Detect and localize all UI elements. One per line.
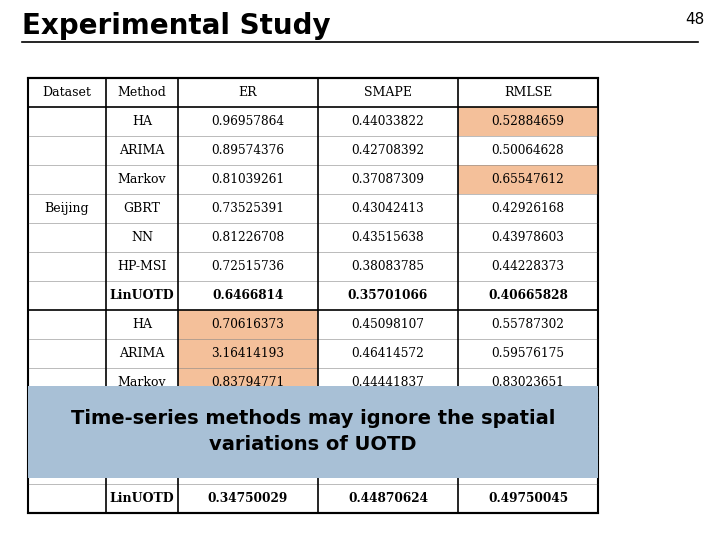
Text: ARIMA: ARIMA (120, 144, 165, 157)
Bar (458, 165, 598, 194)
Text: Dataset: Dataset (42, 86, 91, 99)
Text: 0.83023651: 0.83023651 (492, 376, 564, 389)
Text: 48: 48 (685, 12, 705, 27)
Text: 0.43978603: 0.43978603 (492, 231, 564, 244)
Text: GBRT: GBRT (124, 405, 161, 418)
Text: ER: ER (239, 86, 257, 99)
Text: NN: NN (131, 231, 153, 244)
Text: 0.96957864: 0.96957864 (212, 115, 284, 128)
Text: 0.55787302: 0.55787302 (492, 318, 564, 331)
Text: 0.54445512: 0.54445512 (351, 405, 424, 418)
Text: RMLSE: RMLSE (504, 86, 552, 99)
Text: 0.42926168: 0.42926168 (492, 202, 564, 215)
Bar (178, 310, 318, 339)
Text: LinUOTD: LinUOTD (109, 289, 174, 302)
Text: 0.73525391: 0.73525391 (212, 202, 284, 215)
Bar (28, 386, 598, 478)
Bar (178, 368, 318, 397)
Text: 0.65547612: 0.65547612 (492, 173, 564, 186)
Text: 3.16414193: 3.16414193 (212, 347, 284, 360)
Text: Experimental Study: Experimental Study (22, 12, 330, 40)
Text: Markov: Markov (117, 376, 166, 389)
Text: 0.50064628: 0.50064628 (492, 144, 564, 157)
Text: GBRT: GBRT (124, 202, 161, 215)
Text: 0.35701066: 0.35701066 (348, 289, 428, 302)
Text: NN: NN (131, 434, 153, 447)
Text: 0.45098107: 0.45098107 (351, 318, 425, 331)
Text: 0.44870624: 0.44870624 (348, 492, 428, 505)
Text: HP-MSI: HP-MSI (117, 463, 167, 476)
Text: Beijing: Beijing (45, 202, 89, 215)
Text: 0.50110505: 0.50110505 (492, 405, 564, 418)
Text: SMAPE: SMAPE (364, 86, 412, 99)
Text: HA: HA (132, 318, 152, 331)
Text: 0.43042413: 0.43042413 (351, 202, 424, 215)
Text: 0.52884659: 0.52884659 (492, 115, 564, 128)
Text: 0.37087309: 0.37087309 (351, 173, 425, 186)
Text: Method: Method (117, 86, 166, 99)
Text: Time-series methods may ignore the spatial: Time-series methods may ignore the spati… (71, 408, 555, 428)
Text: HP-MSI: HP-MSI (117, 260, 167, 273)
Text: 0.44228373: 0.44228373 (492, 260, 564, 273)
Bar (178, 397, 318, 426)
Text: HA: HA (132, 115, 152, 128)
Text: 0.59576175: 0.59576175 (492, 347, 564, 360)
Text: variations of UOTD: variations of UOTD (210, 435, 417, 454)
Bar (178, 339, 318, 368)
Text: 0.38083785: 0.38083785 (351, 260, 425, 273)
Text: 0.44441837: 0.44441837 (351, 376, 424, 389)
Text: 0.52536404: 0.52536404 (212, 405, 284, 418)
Text: 0.81226708: 0.81226708 (212, 231, 284, 244)
Bar (458, 107, 598, 136)
Text: Hangzhou: Hangzhou (35, 405, 99, 418)
Text: 0.34750029: 0.34750029 (208, 492, 288, 505)
Text: 0.42708392: 0.42708392 (351, 144, 425, 157)
Text: 0.89574376: 0.89574376 (212, 144, 284, 157)
Text: 0.83794771: 0.83794771 (212, 376, 284, 389)
Text: 0.70616373: 0.70616373 (212, 318, 284, 331)
Text: ARIMA: ARIMA (120, 347, 165, 360)
Text: 0.81039261: 0.81039261 (212, 173, 284, 186)
Text: 0.43515638: 0.43515638 (351, 231, 424, 244)
Text: 0.49750045: 0.49750045 (488, 492, 568, 505)
Text: 0.72515736: 0.72515736 (212, 260, 284, 273)
Bar (28, 78, 598, 513)
Text: LinUOTD: LinUOTD (109, 492, 174, 505)
Text: 0.6466814: 0.6466814 (212, 289, 284, 302)
Text: Markov: Markov (117, 173, 166, 186)
Text: 0.44033822: 0.44033822 (351, 115, 424, 128)
Text: 0.46414572: 0.46414572 (351, 347, 424, 360)
Text: 0.40665828: 0.40665828 (488, 289, 568, 302)
